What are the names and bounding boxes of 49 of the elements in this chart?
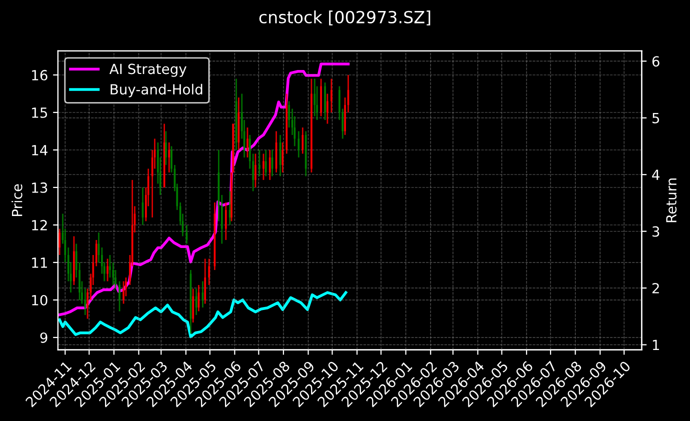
y-tick-label: 10 [32, 294, 48, 306]
candlestick [118, 280, 120, 312]
y-tick-label: 11 [32, 258, 47, 268]
y2-axis-title: Return [666, 178, 677, 222]
candlestick [326, 93, 328, 124]
candlestick [72, 236, 75, 286]
candlestick [262, 153, 264, 181]
y2-tick-label: 6 [652, 56, 660, 67]
y2-tick-label: 5 [652, 113, 660, 124]
candlestick [195, 288, 198, 316]
candlestick [264, 149, 267, 177]
line-series [58, 291, 348, 338]
y2-tick-label: 1 [652, 340, 659, 350]
candlestick [314, 78, 316, 117]
y-tick-label: 12 [32, 220, 47, 230]
candlestick [186, 224, 188, 244]
candlestick [282, 142, 284, 174]
y-axis-title: Price [12, 184, 22, 216]
y-tick-label: 14 [32, 145, 48, 156]
candlestick [298, 130, 300, 158]
y2-tick-label: 3 [652, 226, 660, 237]
candlestick [204, 258, 206, 304]
legend-label: Buy-and-Hold [110, 84, 202, 98]
candlestick [324, 82, 326, 121]
candlestick [246, 126, 248, 158]
candlestick [302, 126, 304, 154]
candlestick [268, 149, 271, 181]
candlestick [254, 153, 256, 188]
candlestick [330, 78, 332, 114]
candlestick [224, 202, 227, 241]
y-tick-label: 15 [32, 108, 48, 118]
candlestick [258, 149, 260, 177]
candlestick [202, 280, 204, 308]
candlestick [208, 258, 210, 286]
candlestick [198, 284, 200, 312]
candlestick [320, 78, 322, 117]
y2-tick-label: 4 [652, 170, 660, 180]
candlestick [168, 142, 170, 174]
y-tick-label: 16 [32, 70, 48, 80]
y2-tick-label: 2 [652, 282, 659, 294]
candlestick [58, 228, 61, 256]
y-tick-label: 13 [32, 182, 48, 193]
candlestick [310, 78, 312, 174]
y-tick-label: 9 [40, 332, 48, 343]
legend-label: AI Strategy [109, 64, 186, 77]
candlestick [192, 288, 194, 324]
candlestick [122, 280, 124, 304]
chart-title: cnstock [002973.SZ] [259, 10, 430, 26]
candlestick [106, 258, 108, 282]
